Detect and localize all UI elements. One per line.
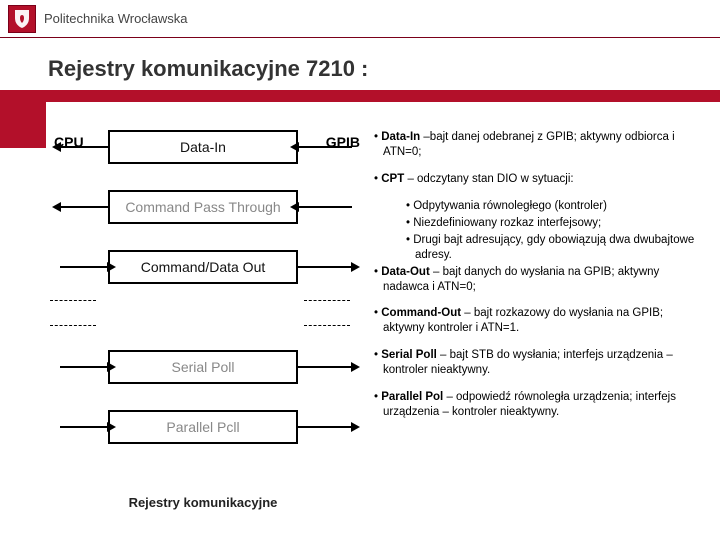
bullet-sub-item: Odpytywania równoległego (kontroler) bbox=[406, 199, 702, 214]
title-square bbox=[0, 102, 46, 148]
header: Politechnika Wrocławska bbox=[0, 0, 720, 38]
arrow-line bbox=[298, 366, 352, 368]
arrow-head-left-icon bbox=[52, 202, 61, 212]
registers-diagram: CPU GPIB Data-InCommand Pass ThroughComm… bbox=[50, 130, 360, 510]
arrow-line bbox=[298, 146, 352, 148]
register-box-data-in: Data-In bbox=[108, 130, 298, 164]
arrow-head-left-icon bbox=[52, 142, 61, 152]
title-block: Rejestry komunikacyjne 7210 : bbox=[0, 56, 720, 110]
diagram-caption: Rejestry komunikacyjne bbox=[108, 495, 298, 510]
description-list: Data-In –bajt danej odebranej z GPIB; ak… bbox=[360, 130, 702, 510]
arrow-line bbox=[60, 366, 108, 368]
group-separator bbox=[50, 300, 96, 301]
bullet-item: Parallel Pol – odpowiedź równoległa urzą… bbox=[374, 390, 702, 420]
bullet-item: CPT – odczytany stan DIO w sytuacji: bbox=[374, 172, 702, 187]
arrow-head-right-icon bbox=[107, 362, 116, 372]
university-logo bbox=[8, 5, 36, 33]
arrow-line bbox=[60, 206, 108, 208]
register-box-cpt: Command Pass Through bbox=[108, 190, 298, 224]
page-title: Rejestry komunikacyjne 7210 : bbox=[48, 56, 368, 82]
university-name: Politechnika Wrocławska bbox=[44, 11, 188, 26]
arrow-head-left-icon bbox=[290, 202, 299, 212]
register-box-parallel-poll: Parallel Pcll bbox=[108, 410, 298, 444]
arrow-line bbox=[298, 426, 352, 428]
register-box-cmd-data-out: Command/Data Out bbox=[108, 250, 298, 284]
arrow-line bbox=[298, 206, 352, 208]
arrow-head-left-icon bbox=[290, 142, 299, 152]
bullet-item: Data-Out – bajt danych do wysłania na GP… bbox=[374, 265, 702, 295]
bullet-item: Data-In –bajt danej odebranej z GPIB; ak… bbox=[374, 130, 702, 160]
arrow-line bbox=[60, 426, 108, 428]
arrow-head-right-icon bbox=[351, 422, 360, 432]
title-underline bbox=[0, 90, 720, 102]
arrow-head-right-icon bbox=[351, 362, 360, 372]
arrow-head-right-icon bbox=[107, 422, 116, 432]
group-separator bbox=[304, 300, 350, 301]
bullet-item: Command-Out – bajt rozkazowy do wysłania… bbox=[374, 306, 702, 336]
group-separator bbox=[304, 325, 350, 326]
arrow-head-right-icon bbox=[351, 262, 360, 272]
arrow-line bbox=[298, 266, 352, 268]
group-separator bbox=[50, 325, 96, 326]
arrow-head-right-icon bbox=[107, 262, 116, 272]
arrow-line bbox=[60, 146, 108, 148]
bullet-sub-item: Drugi bajt adresujący, gdy obowiązują dw… bbox=[406, 233, 702, 263]
bullet-sub-item: Niezdefiniowany rozkaz interfejsowy; bbox=[406, 216, 702, 231]
register-box-serial-poll: Serial Poll bbox=[108, 350, 298, 384]
arrow-line bbox=[60, 266, 108, 268]
bullet-item: Serial Poll – bajt STB do wysłania; inte… bbox=[374, 348, 702, 378]
